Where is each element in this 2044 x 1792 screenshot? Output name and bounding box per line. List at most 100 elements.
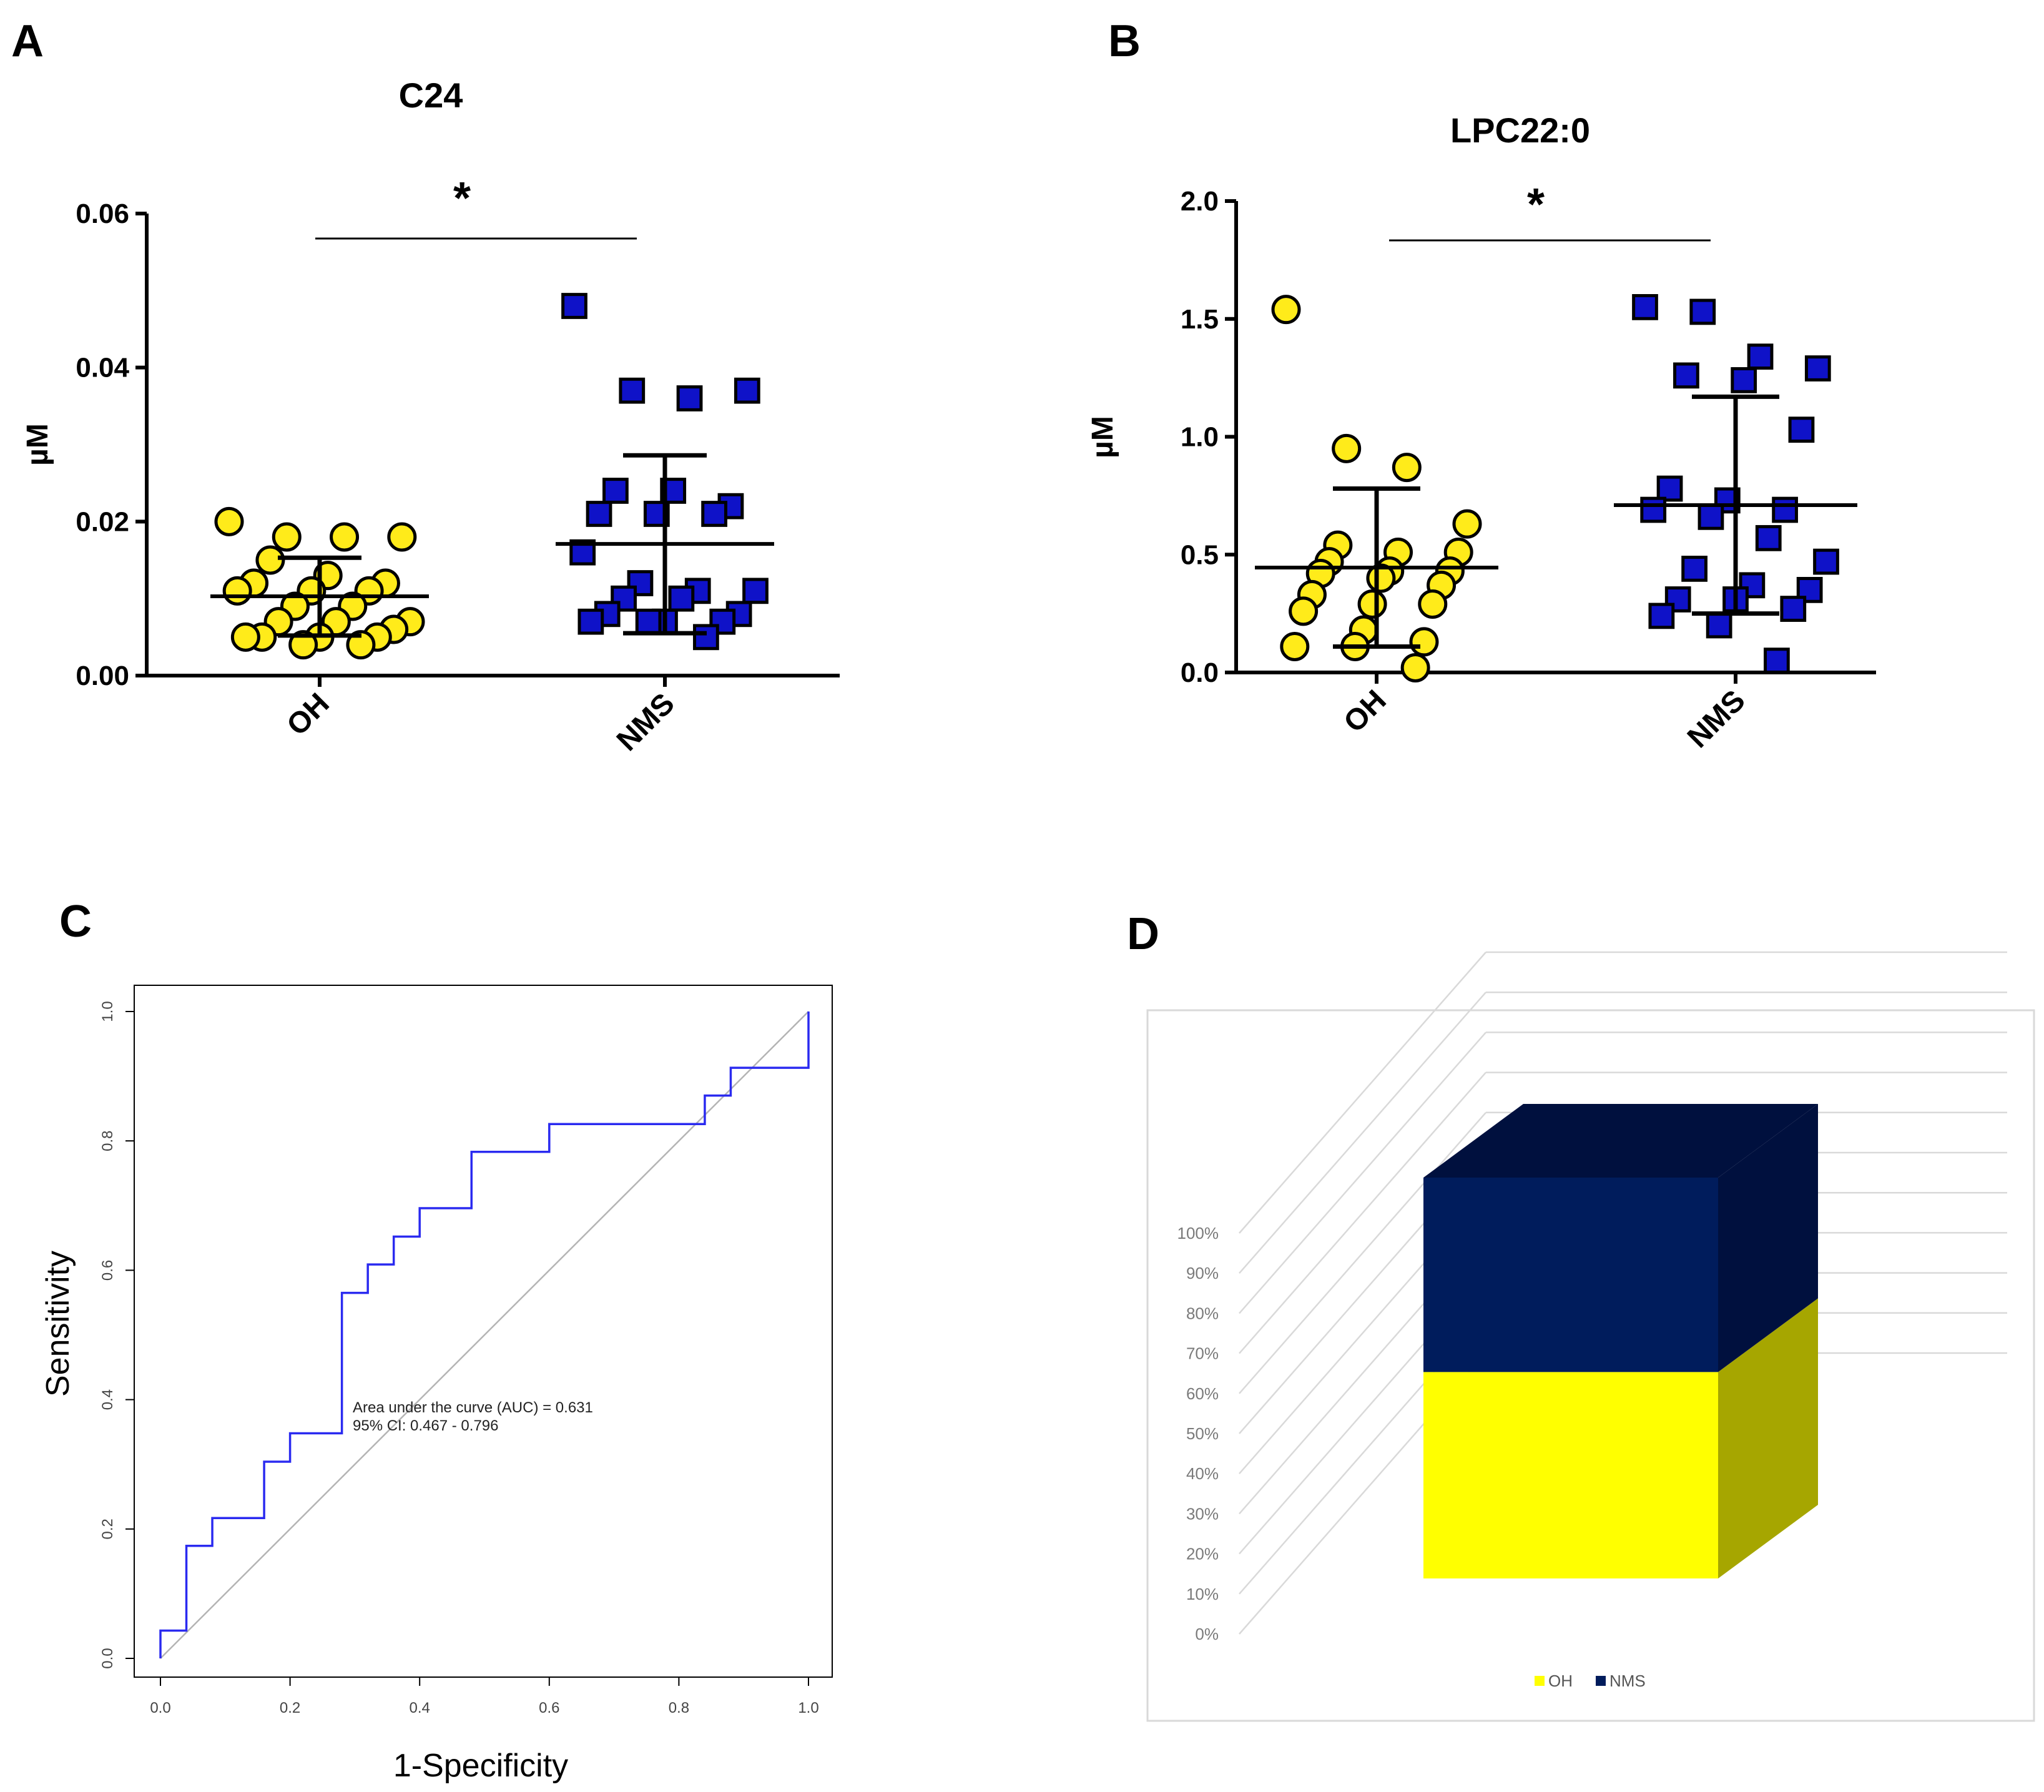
data-point-nms [1640, 496, 1667, 523]
y-tick-label: 0.04 [76, 353, 129, 383]
legend-swatch-nms [1596, 1676, 1606, 1686]
roc-ci-annotation: 95% CI: 0.467 - 0.796 [353, 1417, 498, 1434]
x-ticks-a: OH NMS [280, 676, 681, 757]
data-point-nms [701, 501, 727, 527]
gridline-depth [1239, 992, 1486, 1274]
gridline-depth [1239, 1031, 1486, 1314]
roc-x-axis-label: 1-Specificity [393, 1748, 568, 1784]
roc-y-tick-label: 0.6 [99, 1260, 116, 1281]
data-point-nms [1788, 416, 1815, 443]
data-point-oh [1332, 433, 1362, 463]
roc-y-tick-label: 0.0 [99, 1648, 116, 1668]
y-tick-label-d: 60% [1186, 1384, 1219, 1403]
data-point-oh [214, 506, 244, 536]
roc-x-tick-label: 0.0 [150, 1700, 170, 1716]
bar-segment-oh-front [1423, 1372, 1718, 1578]
gridline-depth [1239, 1111, 1486, 1394]
data-point-oh [387, 522, 417, 552]
data-point-nms [1813, 548, 1839, 575]
y-tick-label-d: 90% [1186, 1264, 1219, 1282]
data-point-oh [1409, 627, 1439, 657]
chart-title-b: LPC22:0 [1450, 111, 1590, 150]
data-point-oh [1289, 596, 1319, 626]
y-tick-label-d: 70% [1186, 1344, 1219, 1363]
roc-y-tick-label: 0.2 [99, 1519, 116, 1539]
roc-y-axis-label: Sensitivity [40, 1251, 76, 1397]
data-point-nms [586, 501, 612, 527]
data-point-nms [676, 385, 703, 411]
roc-x-tick-label: 0.4 [410, 1700, 430, 1716]
roc-auc-annotation: Area under the curve (AUC) = 0.631 [353, 1399, 593, 1416]
bar-segment-nms-front [1423, 1178, 1718, 1372]
data-point-nms [1673, 362, 1699, 389]
panel-a: A C24 * 0.06 0.04 0.02 0.00 OH NMS µM [11, 16, 840, 757]
roc-reference-diagonal [160, 1011, 809, 1659]
data-point-nms [1664, 586, 1691, 613]
data-point-nms [693, 624, 719, 651]
data-point-oh [346, 630, 376, 660]
category-label-oh: OH [1337, 684, 1392, 739]
data-point-nms [577, 608, 604, 635]
gridline-depth [1239, 952, 1486, 1234]
chart-title-a: C24 [399, 76, 463, 115]
panel-c: C 0.0 0.2 0.4 0.6 0.8 1.0 0.0 0.2 0.4 0.6 0.8 1.0 A… [40, 897, 833, 1784]
legend-label-oh: OH [1548, 1671, 1573, 1690]
panel-letter-d: D [1127, 909, 1159, 959]
data-point-nms [602, 478, 629, 504]
roc-x-tick-label: 0.2 [280, 1700, 300, 1716]
panel-d: D 100% 90% 80% 70% 60% 50% 40% 30% 20% 10% 0% OH N… [1127, 909, 2035, 1722]
data-point-oh [1400, 652, 1430, 682]
data-point-nms [1632, 294, 1658, 320]
roc-axis-ticks: 0.0 0.2 0.4 0.6 0.8 1.0 0.0 0.2 0.4 0.6 0.8 1.0 [99, 1001, 819, 1716]
y-axis-label-b: µM [1086, 416, 1119, 458]
y-tick-label-d: 10% [1186, 1585, 1219, 1603]
data-point-nms [1698, 503, 1724, 530]
x-ticks-b: OH NMS [1337, 672, 1752, 754]
panel-b: B LPC22:0 * 2.0 1.5 1.0 0.5 0.0 OH NMS µM [1086, 16, 1876, 754]
roc-y-tick-label: 0.4 [99, 1389, 116, 1410]
data-point-nms [1747, 343, 1774, 370]
data-point-oh [1452, 509, 1482, 539]
bar-segment-oh-side [1718, 1298, 1818, 1578]
category-label-nms: NMS [1681, 684, 1752, 754]
y-tick-label-d: 50% [1186, 1424, 1219, 1443]
y-tick-label-d: 20% [1186, 1545, 1219, 1563]
data-point-nms [1804, 355, 1831, 382]
panel-letter-c: C [59, 897, 92, 947]
y-tick-label: 0.0 [1181, 657, 1219, 688]
bar-segment-nms-top [1423, 1104, 1818, 1178]
data-point-nms [742, 578, 769, 604]
stacked-3d-bar [1423, 1104, 1818, 1578]
y-ticks-b: 2.0 1.5 1.0 0.5 0.0 [1181, 186, 1236, 688]
data-point-nms [1648, 603, 1675, 629]
roc-y-tick-label: 0.8 [99, 1131, 116, 1151]
data-point-oh [1392, 453, 1422, 483]
data-point-nms [561, 293, 587, 319]
y-tick-label: 0.00 [76, 661, 129, 691]
roc-curve [159, 1012, 810, 1658]
y-tick-label-d: 30% [1186, 1504, 1219, 1523]
data-point-nms [668, 585, 695, 612]
data-point-nms [1780, 596, 1807, 622]
roc-y-tick-label: 1.0 [99, 1001, 116, 1022]
data-point-nms [635, 608, 662, 635]
gridline-depth [1239, 1071, 1486, 1354]
y-tick-label: 2.0 [1181, 186, 1219, 217]
y-tick-label: 1.0 [1181, 422, 1219, 453]
data-point-oh [330, 522, 360, 552]
data-point-nms [1681, 556, 1707, 582]
error-bars-a [210, 453, 774, 638]
y-tick-label-d: 40% [1186, 1464, 1219, 1483]
data-point-oh [1280, 631, 1310, 661]
data-point-nms [1689, 298, 1716, 325]
data-points-a [214, 293, 769, 660]
y-ticks-d: 100% 90% 80% 70% 60% 50% 40% 30% 20% 10% 0% [1177, 1224, 1219, 1643]
y-tick-label-d: 0% [1195, 1625, 1219, 1643]
legend-d: OH NMS [1535, 1671, 1646, 1690]
data-point-nms [1755, 524, 1782, 551]
y-ticks-a: 0.06 0.04 0.02 0.00 [76, 199, 147, 691]
y-tick-label-d: 100% [1177, 1224, 1219, 1243]
data-point-oh [255, 545, 285, 575]
y-tick-label: 0.02 [76, 506, 129, 537]
